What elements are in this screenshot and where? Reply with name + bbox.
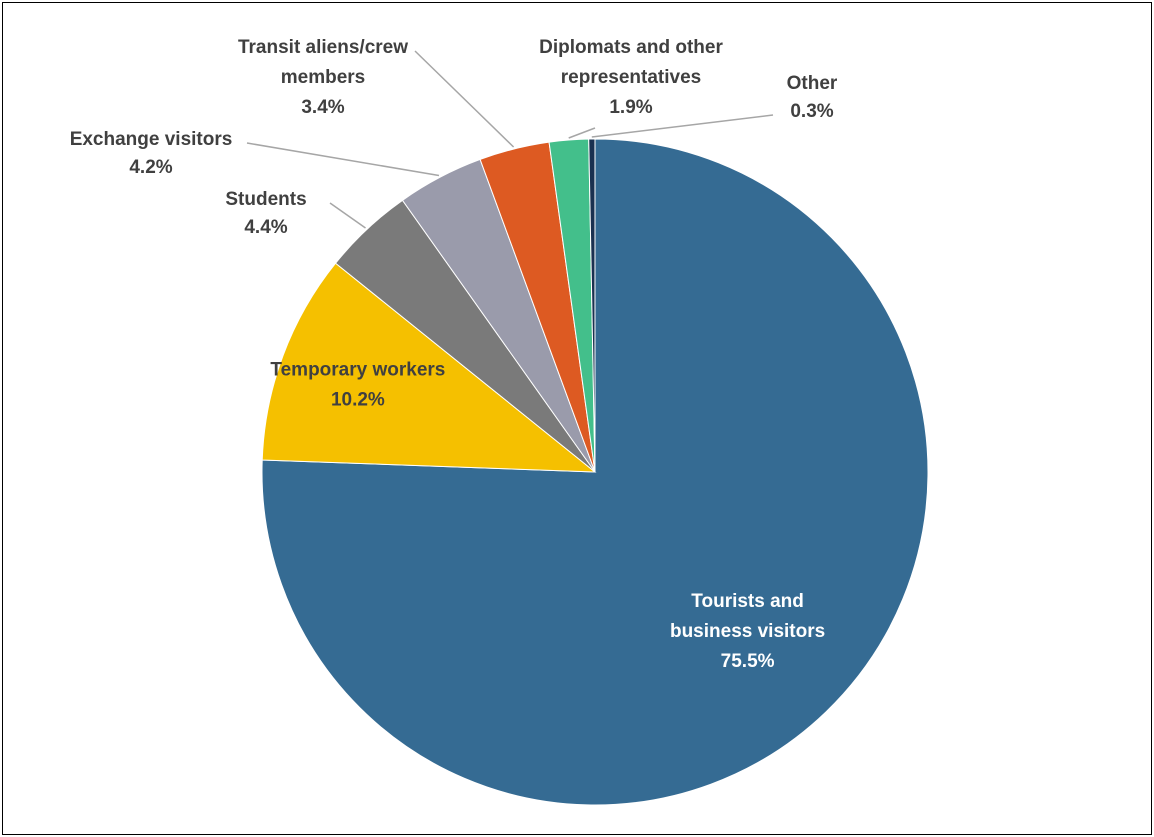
pie-slices bbox=[261, 138, 929, 806]
leader-lines bbox=[246, 50, 774, 229]
data-labels: Tourists and business visitors 75.5% Tempor… bbox=[70, 37, 838, 672]
pie-slice-7 bbox=[588, 138, 596, 473]
data-label-3: Students 4.4% bbox=[225, 189, 306, 238]
data-label-1: Tourists and business visitors 75.5% bbox=[670, 591, 825, 672]
data-label-line: representatives bbox=[561, 67, 701, 88]
data-label-2: Temporary workers 10.2% bbox=[270, 360, 445, 411]
data-label-line: members bbox=[281, 67, 366, 88]
data-label-line: 75.5% bbox=[721, 651, 775, 672]
data-label-line: 4.2% bbox=[129, 157, 172, 178]
data-label-line: 1.9% bbox=[609, 97, 652, 118]
leader-line-6 bbox=[568, 127, 596, 139]
data-label-line: Exchange visitors bbox=[70, 129, 233, 150]
data-label-line: Diplomats and other bbox=[539, 37, 723, 58]
data-label-line: Students bbox=[225, 189, 306, 210]
data-label-line: 3.4% bbox=[301, 97, 344, 118]
data-label-line: 10.2% bbox=[331, 390, 385, 411]
data-label-line: Tourists and bbox=[691, 591, 804, 612]
data-label-line: Temporary workers bbox=[270, 360, 445, 381]
data-label-line: business visitors bbox=[670, 621, 825, 642]
leader-line-4 bbox=[246, 142, 440, 177]
pie-chart: Tourists and business visitors 75.5% Tempor… bbox=[70, 37, 929, 806]
leader-line-3 bbox=[329, 202, 366, 229]
data-label-line: 0.3% bbox=[790, 101, 833, 122]
leader-line-5 bbox=[414, 50, 515, 148]
data-label-6: Diplomats and other representatives 1.9% bbox=[539, 37, 723, 118]
pie-slice-1 bbox=[261, 138, 929, 806]
data-label-5: Transit aliens/crew members 3.4% bbox=[238, 37, 408, 118]
data-label-line: Other bbox=[787, 73, 838, 94]
data-label-7: Other 0.3% bbox=[787, 73, 838, 122]
leader-line-7 bbox=[591, 114, 774, 138]
data-label-4: Exchange visitors 4.2% bbox=[70, 129, 233, 178]
data-label-line: Transit aliens/crew bbox=[238, 37, 408, 58]
data-label-line: 4.4% bbox=[244, 217, 287, 238]
pie-slice-2 bbox=[261, 262, 597, 473]
